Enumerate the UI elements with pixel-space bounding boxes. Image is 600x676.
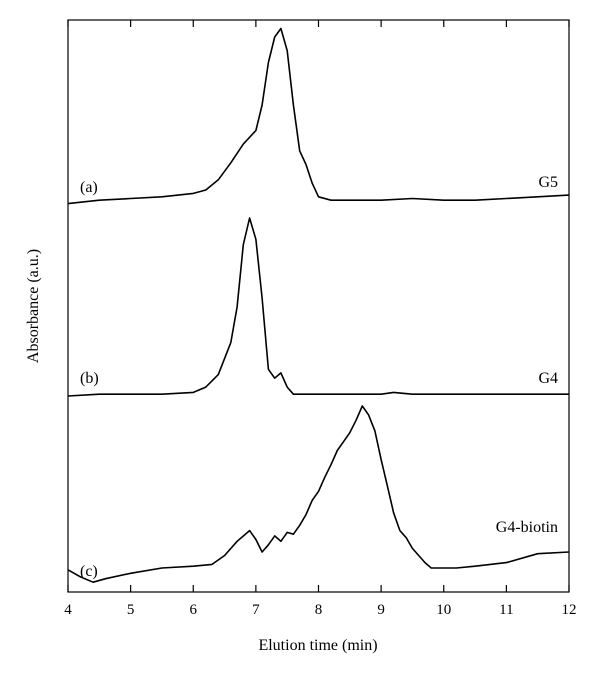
panel-label: (a)	[80, 179, 98, 196]
plot-frame	[67, 19, 570, 593]
trace-g4	[67, 217, 569, 397]
x-tick-label: 5	[127, 602, 135, 618]
x-tick-label: 9	[377, 602, 385, 618]
trace-g5	[67, 27, 570, 205]
x-tick-label: 10	[436, 602, 451, 618]
x-tick-label: 12	[562, 602, 577, 618]
panel-label: (b)	[80, 370, 99, 387]
x-tick-label: 4	[64, 602, 72, 618]
traces	[67, 27, 570, 583]
x-tick-label: 6	[190, 602, 198, 618]
panel-label: (c)	[80, 563, 98, 580]
trace-g4-biotin	[67, 405, 570, 583]
y-axis-title: Absorbance (a.u.)	[25, 249, 42, 363]
x-axis-ticks	[67, 20, 570, 592]
x-tick-label: 7	[252, 602, 260, 618]
series-name-label: G5	[538, 174, 558, 191]
x-axis-tick-labels: 4 5 6 7 8 9 10 11 12	[64, 602, 576, 618]
series-name-label: G4	[538, 370, 558, 387]
x-tick-label: 8	[315, 602, 323, 618]
x-axis-title: Elution time (min)	[258, 637, 377, 654]
series-name-label: G4-biotin	[496, 519, 558, 536]
x-tick-label: 11	[499, 602, 513, 618]
trace-labels: (a) G5 (b) G4 (c) G4-biotin	[80, 174, 558, 580]
